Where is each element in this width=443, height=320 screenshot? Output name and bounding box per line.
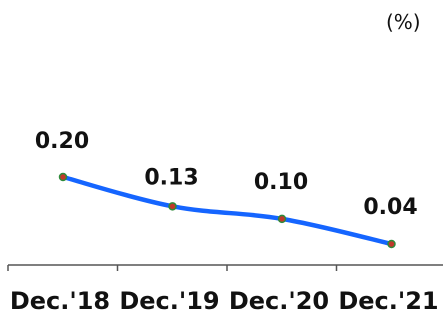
data-point [387, 239, 396, 249]
x-tick-label: Dec.'18 [10, 287, 110, 315]
data-point [168, 202, 177, 211]
data-labels-group: 0.20 0.13 0.10 0.04 [35, 129, 418, 220]
unit-label: (%) [386, 10, 421, 34]
data-label: 0.13 [144, 165, 198, 190]
x-tick-label: Dec.'21 [338, 287, 438, 315]
x-tick-label: Dec.'20 [229, 287, 329, 315]
series-line [60, 174, 394, 247]
tick-labels-group: Dec.'18 Dec.'19 Dec.'20 Dec.'21 [10, 287, 439, 315]
data-point [58, 172, 68, 182]
markers-group [58, 172, 396, 249]
data-point [277, 214, 287, 224]
x-tick-label: Dec.'19 [119, 287, 219, 315]
series-line-group [60, 174, 394, 247]
data-label: 0.04 [363, 195, 417, 220]
data-label: 0.20 [35, 129, 89, 154]
x-axis [7, 264, 443, 271]
data-label: 0.10 [254, 170, 308, 195]
